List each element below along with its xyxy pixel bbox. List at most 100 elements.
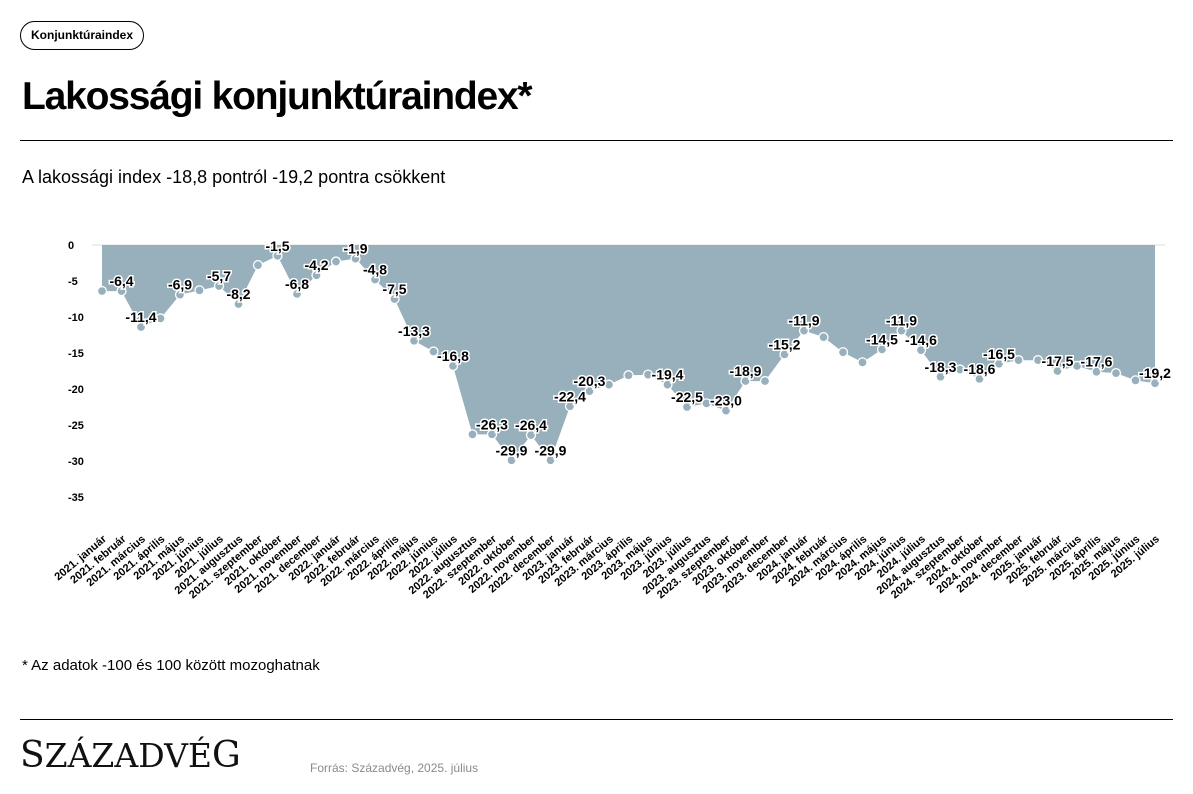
data-point (408, 335, 420, 346)
data-point (740, 375, 751, 387)
szazadveg-logo: SZÁZADVÉG (20, 735, 241, 776)
data-label: -4,8 (363, 262, 387, 278)
y-tick-label: -10 (68, 312, 84, 324)
data-point (642, 369, 654, 380)
data-label: -6,9 (168, 277, 192, 293)
data-point (818, 332, 829, 343)
data-point (584, 386, 595, 397)
data-point (447, 360, 459, 372)
data-point (252, 260, 264, 271)
area-chart: -6,4 -11,4 -6,9 -5,7 -8,2 -1,5 -6,8 -4,2 -1,9 -4,… (52, 236, 1172, 601)
data-point (1013, 355, 1024, 366)
data-label: -1,9 (343, 241, 367, 257)
chart-subtitle: A lakossági index -18,8 pontról -19,2 po… (22, 167, 446, 187)
footnote: * Az adatok -100 és 100 között mozoghatn… (22, 657, 320, 674)
data-point (759, 375, 771, 387)
data-label: -26,4 (515, 417, 547, 433)
data-label: -16,8 (437, 348, 469, 364)
y-tick-label: -20 (68, 384, 84, 396)
data-point (389, 293, 400, 305)
data-label: -26,3 (476, 416, 508, 432)
data-point (779, 349, 790, 360)
data-point (993, 358, 1005, 369)
data-label: -17,5 (1042, 353, 1074, 369)
data-point (720, 405, 732, 416)
data-point (96, 285, 108, 297)
category-tag: Konjunktúraindex (20, 21, 145, 50)
data-point (974, 373, 985, 385)
data-point (564, 401, 576, 412)
data-label: -22,5 (671, 389, 703, 405)
data-point (350, 253, 361, 264)
footer-divider (20, 719, 1173, 720)
data-point (837, 347, 849, 358)
data-label: -6,4 (109, 273, 133, 289)
data-point (857, 357, 868, 368)
data-point (135, 321, 147, 333)
data-point (467, 429, 478, 440)
data-label: -15,2 (769, 336, 801, 352)
data-label: -19,4 (652, 367, 684, 383)
data-point (1032, 355, 1044, 366)
data-point (174, 289, 186, 300)
data-label: -14,5 (866, 331, 898, 347)
data-label: -18,6 (964, 361, 996, 377)
data-label: -18,3 (925, 359, 957, 375)
data-label: -29,9 (496, 442, 528, 458)
data-label: -19,2 (1139, 365, 1171, 381)
data-point (1052, 365, 1063, 377)
data-point (701, 398, 712, 409)
data-point (1149, 378, 1161, 389)
y-tick-label: -25 (68, 420, 84, 432)
data-label: -6,8 (285, 276, 309, 292)
data-label: -20,3 (574, 373, 606, 389)
data-point (915, 344, 927, 356)
data-point (545, 455, 556, 466)
data-point (311, 270, 322, 281)
data-point (330, 256, 342, 267)
data-label: -1,5 (265, 238, 289, 254)
data-label: -11,9 (886, 313, 917, 329)
data-label: -13,3 (398, 323, 430, 339)
data-point (681, 401, 693, 413)
data-point (486, 429, 498, 440)
y-tick-label: -15 (68, 348, 84, 360)
data-point (525, 429, 537, 441)
data-label: -11,4 (125, 309, 156, 325)
data-point (213, 280, 225, 292)
data-label: -16,5 (983, 346, 1015, 362)
page-title: Lakossági konjunktúraindex* (22, 75, 533, 118)
title-divider (20, 140, 1173, 141)
y-tick-label: -35 (68, 492, 84, 504)
data-label: -17,6 (1081, 354, 1113, 370)
data-point (876, 344, 888, 355)
data-point (291, 288, 303, 300)
data-point (233, 298, 244, 310)
data-point (798, 325, 810, 336)
data-label: -18,9 (730, 363, 762, 379)
data-point (272, 250, 283, 261)
data-label: -5,7 (207, 268, 231, 284)
data-point (428, 346, 439, 357)
data-point (935, 371, 946, 382)
data-point (1110, 368, 1122, 379)
data-label: -14,6 (905, 332, 937, 348)
data-label: -22,4 (554, 388, 586, 404)
data-point (155, 313, 166, 324)
data-point (194, 285, 205, 296)
data-label: -23,0 (710, 393, 742, 409)
data-point (369, 274, 381, 285)
data-point (1071, 360, 1083, 372)
data-point (662, 379, 673, 390)
source-note: Forrás: Századvég, 2025. július (310, 761, 479, 775)
data-point (1130, 375, 1141, 386)
data-point (116, 285, 127, 297)
data-label: -4,2 (304, 257, 328, 273)
data-label: -8,2 (226, 286, 250, 302)
data-label: -7,5 (382, 281, 406, 297)
y-tick-label: -30 (68, 456, 84, 468)
data-point (896, 325, 907, 336)
data-point (623, 370, 634, 381)
data-point (954, 364, 966, 375)
y-tick-label: 0 (68, 240, 74, 252)
